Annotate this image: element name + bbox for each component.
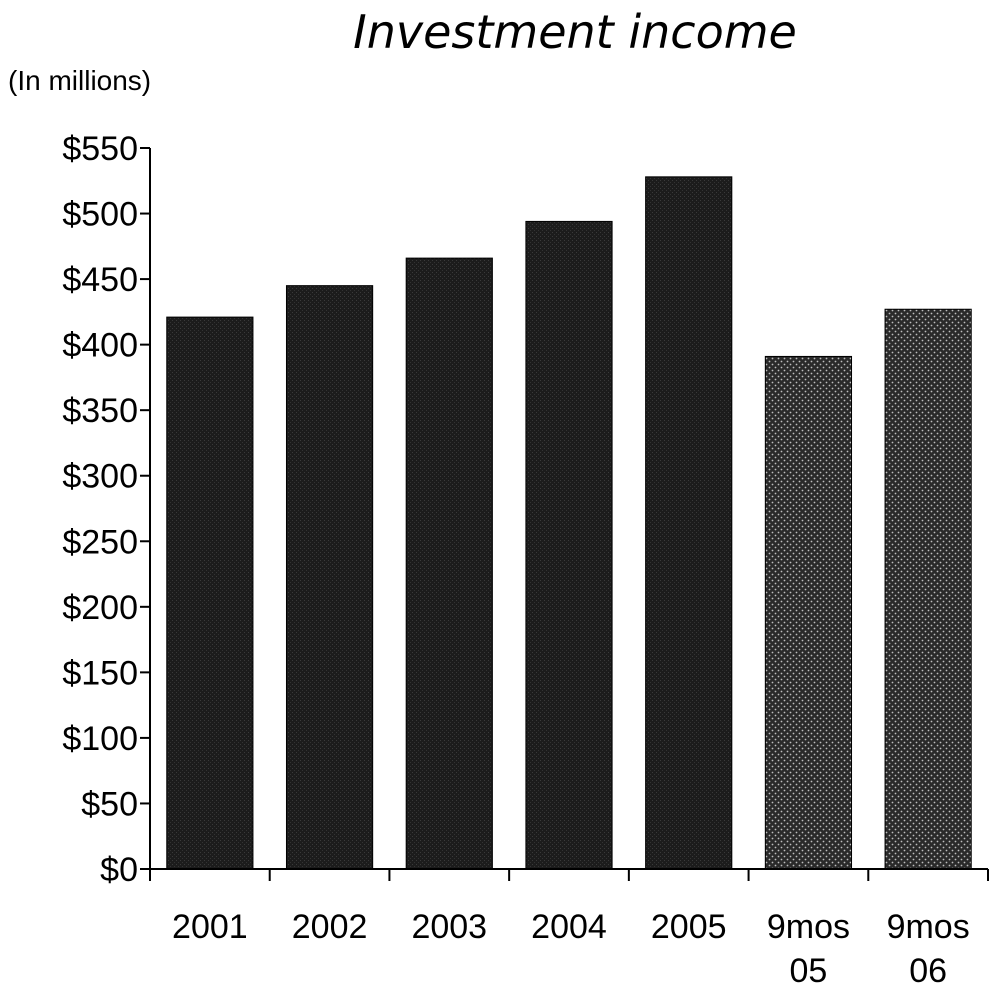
x-tick-label: 9mos 05 xyxy=(767,908,850,989)
unit-label: (In millions) xyxy=(8,65,151,96)
y-tick-label: $50 xyxy=(81,785,138,823)
y-tick-label: $400 xyxy=(62,327,138,365)
y-tick-label: $0 xyxy=(100,851,138,889)
x-tick-label: 2005 xyxy=(651,908,727,946)
y-tick-label: $550 xyxy=(62,130,138,168)
y-tick-label: $350 xyxy=(62,392,138,430)
x-tick-label: 2004 xyxy=(531,908,607,946)
bar-9mos-05 xyxy=(764,355,853,870)
bars-group xyxy=(166,176,972,870)
bar-9mos-06 xyxy=(884,308,972,870)
bar-2003 xyxy=(405,257,493,870)
chart-title: Investment income xyxy=(353,5,797,59)
bar-2004 xyxy=(525,220,613,870)
y-tick-label: $150 xyxy=(62,654,138,692)
x-tick-label: 2002 xyxy=(292,908,368,946)
x-tick-label: 9mos 06 xyxy=(887,908,970,989)
bar-2005 xyxy=(645,176,733,870)
y-tick-label: $450 xyxy=(62,261,138,299)
y-tick-label: $100 xyxy=(62,720,138,758)
y-tick-label: $250 xyxy=(62,523,138,561)
y-tick-label: $300 xyxy=(62,458,138,496)
x-tick-label: 2003 xyxy=(411,908,487,946)
y-tick-label: $500 xyxy=(62,196,138,234)
x-tick-label: 2001 xyxy=(172,908,248,946)
bar-2002 xyxy=(285,285,374,870)
y-axis-ticks: $0 $50 $100 $150 $200 $250 $300 $350 $400 $450 $50… xyxy=(62,130,150,889)
y-tick-label: $200 xyxy=(62,589,138,627)
x-axis-ticks: 2001 2002 2003 2004 2005 9mos 05 9mos 06 xyxy=(149,869,989,989)
bar-2001 xyxy=(166,316,254,870)
